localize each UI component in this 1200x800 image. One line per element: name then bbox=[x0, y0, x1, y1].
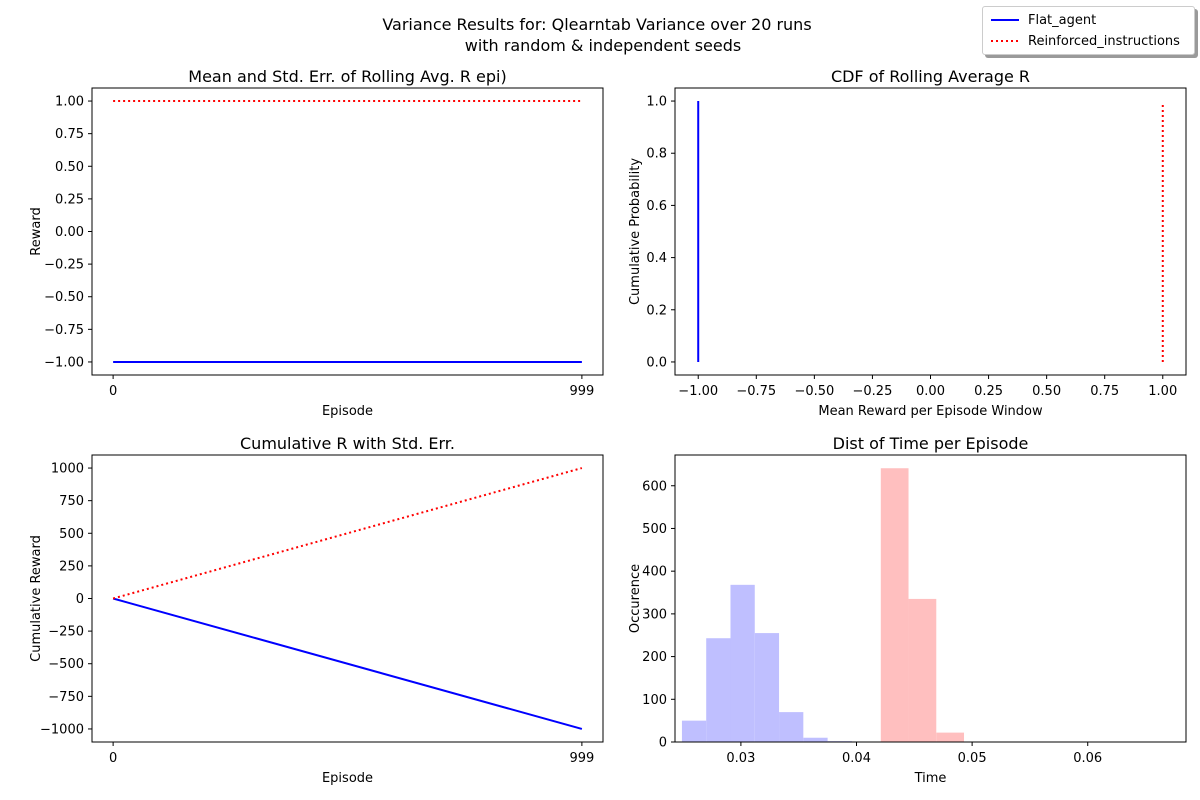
y-tick-label: −0.75 bbox=[44, 323, 84, 338]
y-tick-label: 600 bbox=[642, 479, 667, 494]
y-tick-label: 0 bbox=[76, 592, 84, 607]
axes-frame bbox=[91, 454, 604, 743]
histogram-bar bbox=[706, 638, 731, 742]
legend-label: Reinforced_instructions bbox=[1028, 33, 1180, 49]
x-tick-label: 0.25 bbox=[974, 384, 1003, 399]
y-tick-label: −0.25 bbox=[44, 258, 84, 273]
cumulative-reward-plot: 0 999 −1000 −750 −500 −250 0 250 500 750 1000 Cumul… bbox=[29, 434, 604, 786]
y-tick-label: 0.75 bbox=[55, 127, 84, 142]
series-line bbox=[112, 597, 583, 730]
x-tick-label: −0.25 bbox=[853, 384, 893, 399]
x-tick-label: 999 bbox=[569, 751, 594, 766]
x-tick-label: 0.03 bbox=[726, 751, 755, 766]
legend-line-solid-icon bbox=[991, 19, 1019, 21]
x-tick-label: 0.05 bbox=[958, 751, 987, 766]
histogram-bar bbox=[779, 712, 804, 742]
y-tick-label: 100 bbox=[642, 693, 667, 708]
y-axis-label: Occurence bbox=[628, 564, 643, 633]
histogram-bar bbox=[681, 720, 707, 742]
legend-item-flat-agent: Flat_agent bbox=[991, 10, 1096, 30]
x-tick-label: 999 bbox=[569, 384, 594, 399]
axes-frame bbox=[674, 87, 1187, 376]
y-tick-label: −1000 bbox=[40, 722, 84, 737]
y-axis-label: Reward bbox=[29, 207, 44, 255]
y-axis-label: Cumulative Probability bbox=[628, 158, 643, 305]
x-tick-label: 0.00 bbox=[916, 384, 945, 399]
subplot-title: Dist of Time per Episode bbox=[833, 434, 1029, 453]
y-tick-label: −750 bbox=[48, 690, 84, 705]
histogram-bar bbox=[730, 584, 755, 742]
x-tick-label: 0.06 bbox=[1073, 751, 1102, 766]
y-tick-label: 1.0 bbox=[646, 95, 667, 110]
y-tick-label: −250 bbox=[48, 625, 84, 640]
cdf-rolling-average-plot: −1.00 −0.75 −0.50 −0.25 0.00 0.25 0.50 0.75 1.00… bbox=[628, 67, 1187, 419]
y-tick-label: −500 bbox=[48, 657, 84, 672]
x-tick-label: −0.75 bbox=[736, 384, 776, 399]
x-axis-label: Episode bbox=[322, 404, 373, 419]
x-tick-label: −1.00 bbox=[678, 384, 718, 399]
y-tick-label: 750 bbox=[59, 494, 84, 509]
histogram-bar bbox=[803, 737, 828, 742]
y-tick-label: 0.8 bbox=[646, 147, 667, 162]
rolling-avg-reward-plot: 0 999 −1.00 −0.75 −0.50 −0.25 0.00 0.25 0.50 0.75… bbox=[29, 67, 604, 419]
y-tick-label: 500 bbox=[59, 527, 84, 542]
y-tick-label: 0.0 bbox=[646, 355, 667, 370]
y-tick-label: 1.00 bbox=[55, 95, 84, 110]
x-tick-label: 0 bbox=[109, 384, 117, 399]
y-tick-label: 0.6 bbox=[646, 199, 667, 214]
y-tick-label: 0.50 bbox=[55, 160, 84, 175]
subplot-title: Cumulative R with Std. Err. bbox=[240, 434, 455, 453]
axes-frame bbox=[674, 454, 1187, 743]
x-tick-label: 0.04 bbox=[842, 751, 871, 766]
y-tick-label: −0.50 bbox=[44, 290, 84, 305]
y-tick-label: −1.00 bbox=[44, 355, 84, 370]
subplot-title: Mean and Std. Err. of Rolling Avg. R epi… bbox=[188, 67, 506, 86]
axes-frame bbox=[91, 87, 604, 376]
y-tick-label: 200 bbox=[642, 650, 667, 665]
y-tick-label: 500 bbox=[642, 522, 667, 537]
y-tick-label: 250 bbox=[59, 559, 84, 574]
x-tick-label: 0.75 bbox=[1090, 384, 1119, 399]
x-axis-label: Time bbox=[914, 771, 947, 786]
legend-label: Flat_agent bbox=[1028, 12, 1097, 28]
y-tick-label: 0.25 bbox=[55, 192, 84, 207]
x-axis-label: Episode bbox=[322, 771, 373, 786]
time-per-episode-histogram: 0.03 0.04 0.05 0.06 0 100 200 300 400 500 600 Dist … bbox=[628, 434, 1187, 786]
y-axis-label: Cumulative Reward bbox=[29, 535, 44, 662]
x-tick-label: 0 bbox=[109, 751, 117, 766]
subplot-title: CDF of Rolling Average R bbox=[831, 67, 1030, 86]
x-tick-label: 0.50 bbox=[1032, 384, 1061, 399]
y-tick-label: 400 bbox=[642, 565, 667, 580]
legend-item-reinforced-instructions: Reinforced_instructions bbox=[991, 31, 1180, 51]
figure-title-line1: Variance Results for: Qlearntab Variance… bbox=[382, 15, 811, 34]
histogram-bar bbox=[880, 468, 909, 742]
y-tick-label: 0.2 bbox=[646, 303, 667, 318]
histogram-bar bbox=[754, 633, 780, 742]
y-tick-label: 0.4 bbox=[646, 251, 667, 266]
series-line bbox=[112, 467, 583, 600]
figure-title-line2: with random & independent seeds bbox=[465, 36, 741, 55]
y-tick-label: 1000 bbox=[51, 462, 84, 477]
x-axis-label: Mean Reward per Episode Window bbox=[818, 404, 1043, 419]
y-tick-label: 300 bbox=[642, 607, 667, 622]
legend-line-dotted-icon bbox=[991, 40, 1019, 42]
y-tick-label: 0 bbox=[659, 736, 667, 751]
histogram-bar bbox=[908, 598, 937, 742]
figure-legend: Flat_agent Reinforced_instructions bbox=[982, 6, 1195, 55]
histogram-bar bbox=[936, 732, 965, 742]
y-tick-label: 0.00 bbox=[55, 225, 84, 240]
x-tick-label: 1.00 bbox=[1148, 384, 1177, 399]
x-tick-label: −0.50 bbox=[794, 384, 834, 399]
